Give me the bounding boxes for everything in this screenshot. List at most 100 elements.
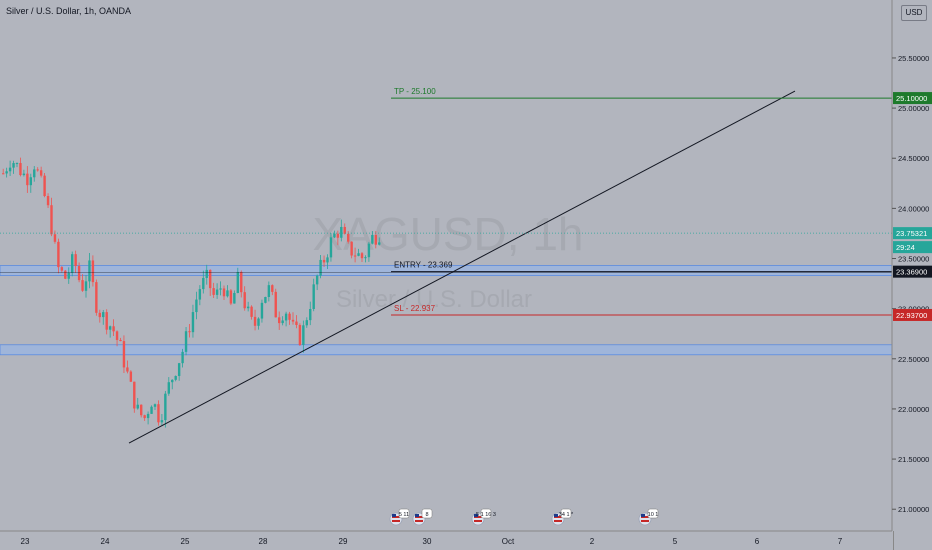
candle-body xyxy=(305,320,308,326)
candle-body xyxy=(77,266,81,281)
currency-button[interactable]: USD xyxy=(901,5,927,21)
candle-body xyxy=(298,324,302,345)
candle-body xyxy=(319,259,322,276)
axis-corner[interactable] xyxy=(893,531,932,550)
x-tick-label: Oct xyxy=(502,537,515,546)
candle-body xyxy=(98,312,101,318)
candle-body xyxy=(278,317,281,324)
flag-canton xyxy=(554,514,558,517)
candle-body xyxy=(281,320,284,324)
candle-body xyxy=(212,288,215,295)
candle-body xyxy=(226,290,229,297)
candle-body xyxy=(181,351,184,364)
candle-body xyxy=(129,371,133,382)
candle-body xyxy=(184,331,188,352)
candle-body xyxy=(126,367,129,372)
candle-body xyxy=(222,288,226,297)
candle-body xyxy=(360,253,364,259)
candle-body xyxy=(71,254,74,273)
candle-body xyxy=(236,271,239,293)
candle-body xyxy=(81,280,84,291)
candle-body xyxy=(53,234,57,242)
flag-stripe xyxy=(474,520,482,522)
candle-body xyxy=(295,321,298,325)
candle-body xyxy=(229,290,233,304)
y-tick-label: 23.50000 xyxy=(898,255,929,264)
candle-body xyxy=(364,257,367,259)
event-flag-badge[interactable] xyxy=(421,508,433,519)
candle-body xyxy=(102,312,105,318)
candle-body xyxy=(143,415,146,419)
level-label-tp: TP - 25.100 xyxy=(394,87,436,96)
candle-body xyxy=(167,382,170,394)
candle-body xyxy=(271,285,274,292)
candle-body xyxy=(315,275,319,285)
event-flag-badge[interactable] xyxy=(480,508,492,519)
candle-body xyxy=(347,233,350,242)
candle-body xyxy=(343,226,346,234)
candle-body xyxy=(29,177,32,186)
candle-body xyxy=(160,420,164,423)
x-tick-label: 5 xyxy=(673,537,678,546)
event-flag-count: 8 xyxy=(425,512,428,518)
x-tick-label: 6 xyxy=(755,537,760,546)
x-tick-label: 2 xyxy=(590,537,595,546)
candle-body xyxy=(378,242,381,245)
candle-body xyxy=(64,270,67,279)
candle-body xyxy=(329,237,333,258)
candle-body xyxy=(288,313,291,320)
candle-body xyxy=(336,233,340,238)
candle-body xyxy=(74,254,77,267)
candle-body xyxy=(88,260,91,282)
candle-body xyxy=(333,233,336,238)
candle-body xyxy=(19,163,22,176)
support-zone-2[interactable] xyxy=(0,344,893,356)
candle-body xyxy=(240,271,243,293)
candle-body xyxy=(188,331,191,333)
candle-body xyxy=(136,404,139,409)
candle-body xyxy=(326,257,329,263)
candle-body xyxy=(264,296,267,303)
flag-stripe xyxy=(392,520,400,522)
event-flag-badge[interactable] xyxy=(398,508,410,519)
candle-body xyxy=(350,241,353,256)
candle-body xyxy=(108,326,112,330)
price-label-last xyxy=(893,227,932,240)
candle-body xyxy=(219,288,222,290)
candle-body xyxy=(198,289,202,300)
event-flag-count: 10 1 xyxy=(648,512,659,518)
candle-body xyxy=(15,163,19,165)
candle-body xyxy=(36,169,39,171)
price-label-countdown xyxy=(893,241,932,254)
event-flag-count: 5 11 xyxy=(399,512,409,518)
y-tick-label: 25.00000 xyxy=(898,104,929,113)
y-tick-label: 21.00000 xyxy=(898,505,929,514)
y-tick-label: 22.00000 xyxy=(898,405,929,414)
level-label-entry: ENTRY - 23.369 xyxy=(394,261,453,270)
candle-body xyxy=(209,269,212,289)
price-label-text-tp: 25.10000 xyxy=(896,94,927,103)
candle-body xyxy=(250,306,253,317)
price-label-tp xyxy=(893,92,932,105)
candle-body xyxy=(284,313,288,321)
event-flag-badge[interactable] xyxy=(647,508,659,519)
candle-body xyxy=(260,302,264,319)
x-tick-label: 24 xyxy=(101,537,110,546)
candle-body xyxy=(57,241,60,268)
trendline[interactable] xyxy=(128,90,796,444)
candle-body xyxy=(257,318,260,326)
watermark-name: Silver / U.S. Dollar xyxy=(336,286,532,313)
flag-stripe xyxy=(415,520,423,522)
y-tick-label: 24.00000 xyxy=(898,204,929,213)
candle-body xyxy=(371,234,374,244)
event-flag-count: 5 1 16 3 xyxy=(476,512,496,518)
y-tick-label: 21.50000 xyxy=(898,455,929,464)
flag-stripe xyxy=(554,520,562,522)
candle-body xyxy=(67,272,70,279)
candle-body xyxy=(122,341,126,368)
event-flag-badge[interactable] xyxy=(560,508,572,519)
candle-body xyxy=(177,363,181,376)
flag-canton xyxy=(392,514,396,517)
